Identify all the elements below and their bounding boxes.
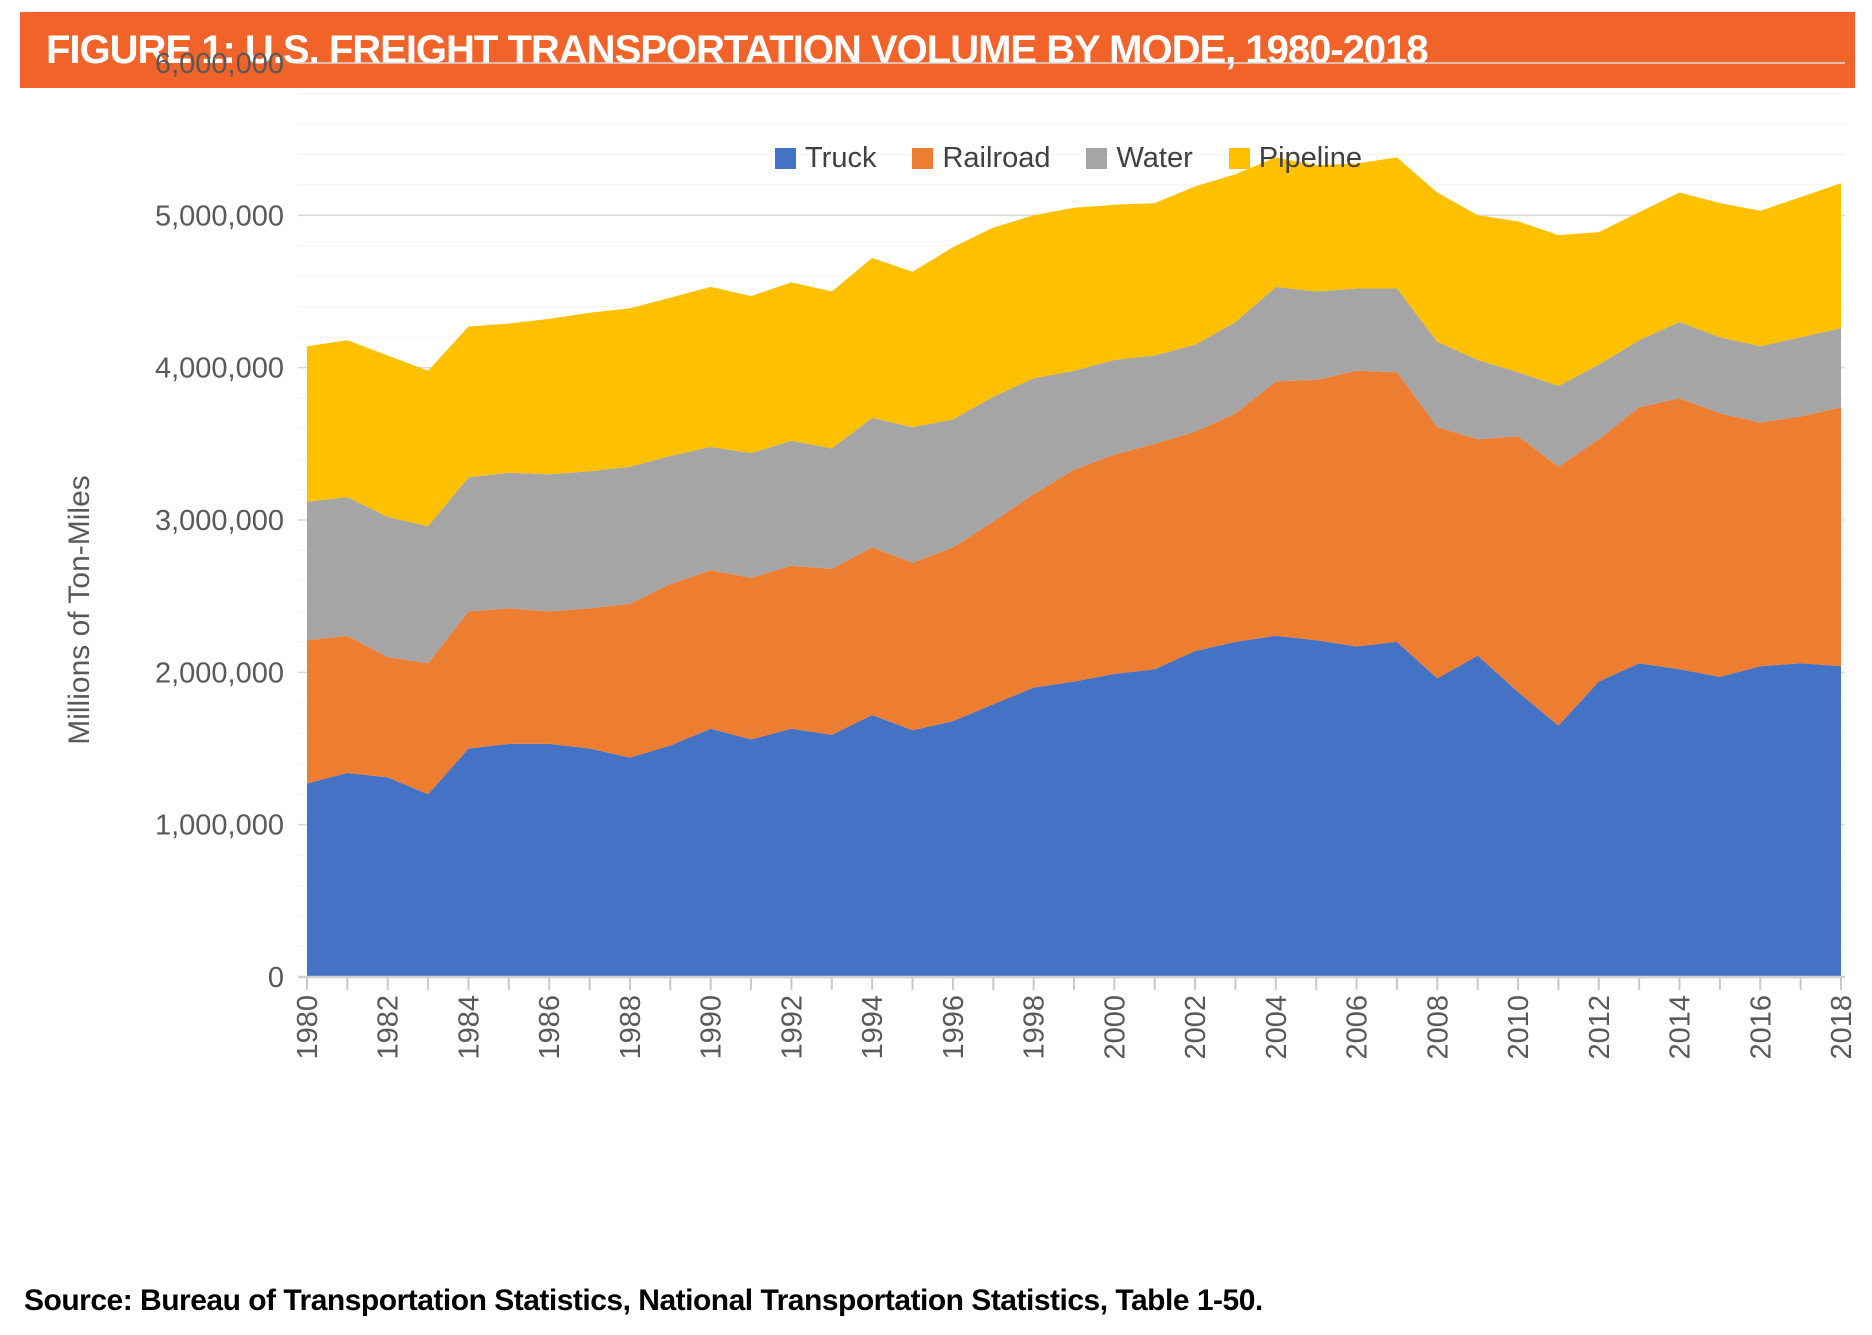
x-tick-label: 2018: [1826, 995, 1858, 1060]
x-tick-label: 2004: [1261, 995, 1293, 1060]
legend-swatch-truck: [775, 148, 797, 169]
x-tick-label: 1986: [534, 995, 566, 1060]
chart-legend: Truck Railroad Water Pipeline: [296, 142, 1841, 175]
legend-label-railroad: Railroad: [942, 142, 1051, 174]
x-tick-label: 2010: [1503, 995, 1535, 1060]
y-tick-label: 4,000,000: [155, 353, 284, 385]
x-tick-label: 1980: [292, 995, 324, 1060]
legend-swatch-pipeline: [1228, 148, 1250, 169]
legend-swatch-railroad: [912, 148, 934, 169]
legend-item-truck: Truck: [775, 142, 876, 175]
legend-label-truck: Truck: [805, 142, 877, 174]
area-truck: [307, 635, 1841, 977]
area-water: [307, 286, 1841, 664]
figure-title-banner: FIGURE 1: U.S. FREIGHT TRANSPORTATION VO…: [20, 12, 1855, 88]
x-tick-label: 2014: [1665, 995, 1697, 1060]
x-tick-label: 1988: [615, 995, 647, 1060]
area-pipeline: [307, 157, 1841, 527]
x-tick-label: 1998: [1019, 995, 1051, 1060]
chart-canvas: 0 1,000,000 2,000,000 3,000,000 4,000,000 5,0…: [155, 48, 1858, 1060]
y-axis-title: Millions of Ton-Miles: [63, 475, 96, 745]
y-tick-label: 1,000,000: [155, 810, 284, 842]
y-tick-label: 2,000,000: [155, 657, 284, 689]
figure-title: FIGURE 1: U.S. FREIGHT TRANSPORTATION VO…: [46, 27, 1429, 72]
legend-label-pipeline: Pipeline: [1258, 142, 1362, 174]
y-tick-label: 6,000,000: [155, 48, 284, 80]
legend-swatch-water: [1086, 148, 1108, 169]
x-tick-label: 1990: [696, 995, 728, 1060]
legend-item-pipeline: Pipeline: [1228, 142, 1362, 175]
legend-label-water: Water: [1116, 142, 1193, 174]
legend-item-water: Water: [1086, 142, 1193, 175]
y-tick-label: 5,000,000: [155, 200, 284, 232]
area-railroad: [307, 370, 1841, 795]
x-tick-label: 1994: [857, 995, 889, 1060]
y-tick-label: 0: [268, 962, 284, 994]
x-tick-label: 1982: [373, 995, 405, 1060]
x-tick-label: 1992: [776, 995, 808, 1060]
source-note: Source: Bureau of Transportation Statist…: [24, 1284, 1263, 1317]
x-tick-label: 2002: [1180, 995, 1212, 1060]
x-tick-label: 2008: [1422, 995, 1454, 1060]
x-tick-label: 2016: [1745, 995, 1777, 1060]
legend-item-railroad: Railroad: [912, 142, 1050, 175]
x-tick-label: 1984: [453, 995, 485, 1060]
x-tick-label: 1996: [938, 995, 970, 1060]
x-tick-label: 2000: [1099, 995, 1131, 1060]
x-tick-label: 2006: [1342, 995, 1374, 1060]
y-tick-label: 3,000,000: [155, 505, 284, 537]
x-tick-label: 2012: [1584, 995, 1616, 1060]
